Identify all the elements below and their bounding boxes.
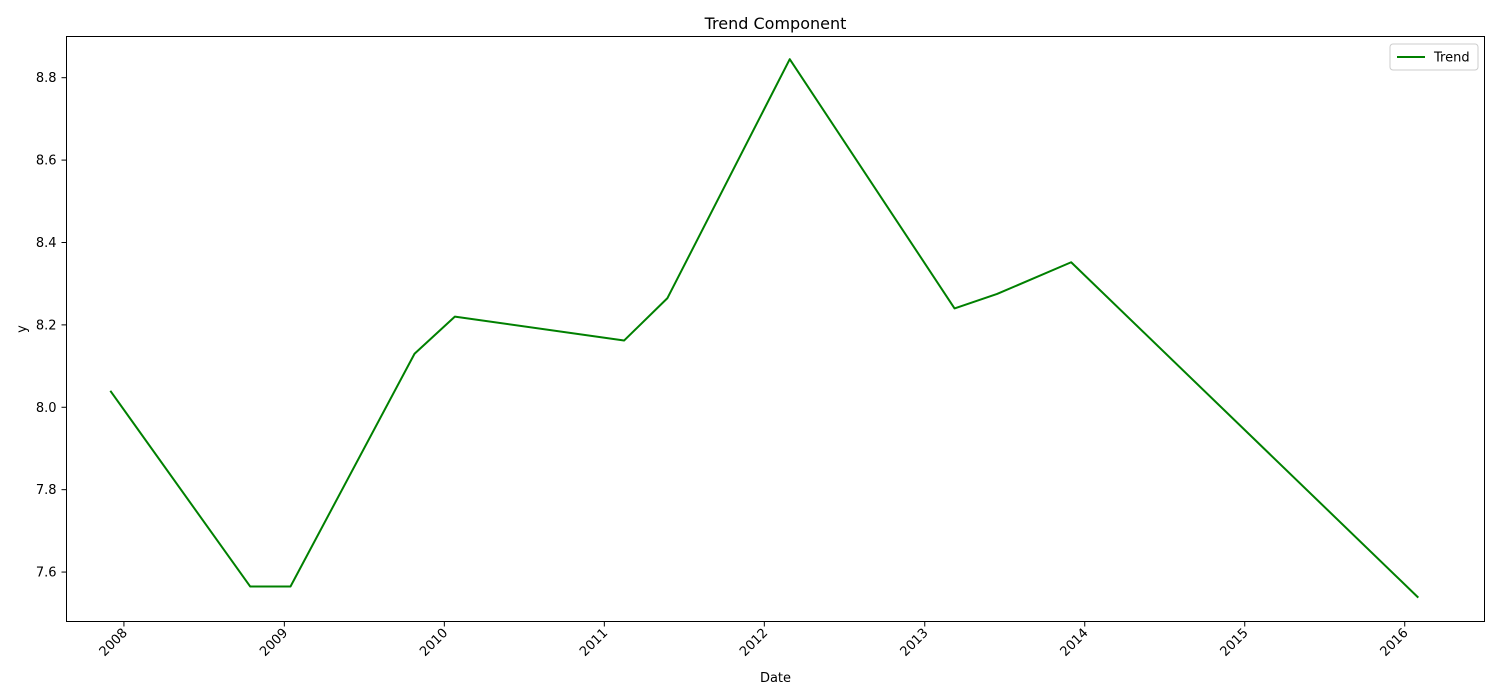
series-layer bbox=[109, 58, 1420, 599]
legend: Trend bbox=[1389, 43, 1479, 71]
chart-title: Trend Component bbox=[704, 14, 847, 33]
x-axis-title: Date bbox=[760, 671, 791, 686]
y-tick-label: 8.4 bbox=[36, 236, 57, 251]
y-axis: 7.6 7.8 8.0 8.2 8.4 8.6 8.8 bbox=[36, 71, 67, 581]
y-tick-label: 7.8 bbox=[36, 483, 57, 498]
y-tick-label: 8.6 bbox=[36, 154, 57, 169]
y-tick-label: 8.0 bbox=[36, 401, 57, 416]
y-tick-label: 8.2 bbox=[36, 318, 57, 333]
x-tick-label: 2013 bbox=[898, 626, 932, 660]
x-tick-label: 2011 bbox=[577, 626, 611, 660]
x-tick-label: 2016 bbox=[1378, 626, 1412, 660]
plot-frame bbox=[66, 36, 1485, 622]
x-tick-label: 2015 bbox=[1218, 626, 1252, 660]
y-axis-title: y bbox=[15, 325, 30, 333]
x-axis: 2008 2009 2010 2011 2012 2013 2014 2015 2016 bbox=[97, 621, 1412, 660]
x-tick-label: 2010 bbox=[417, 626, 451, 660]
legend-box bbox=[1389, 43, 1479, 71]
x-tick-label: 2008 bbox=[97, 626, 131, 660]
y-tick-label: 7.6 bbox=[36, 566, 57, 581]
legend-label-trend: Trend bbox=[1433, 51, 1470, 66]
y-tick-label: 8.8 bbox=[36, 71, 57, 86]
series-line-trend bbox=[109, 58, 1420, 599]
x-tick-label: 2009 bbox=[257, 626, 291, 660]
x-tick-label: 2014 bbox=[1058, 626, 1092, 660]
x-tick-label: 2012 bbox=[737, 626, 771, 660]
